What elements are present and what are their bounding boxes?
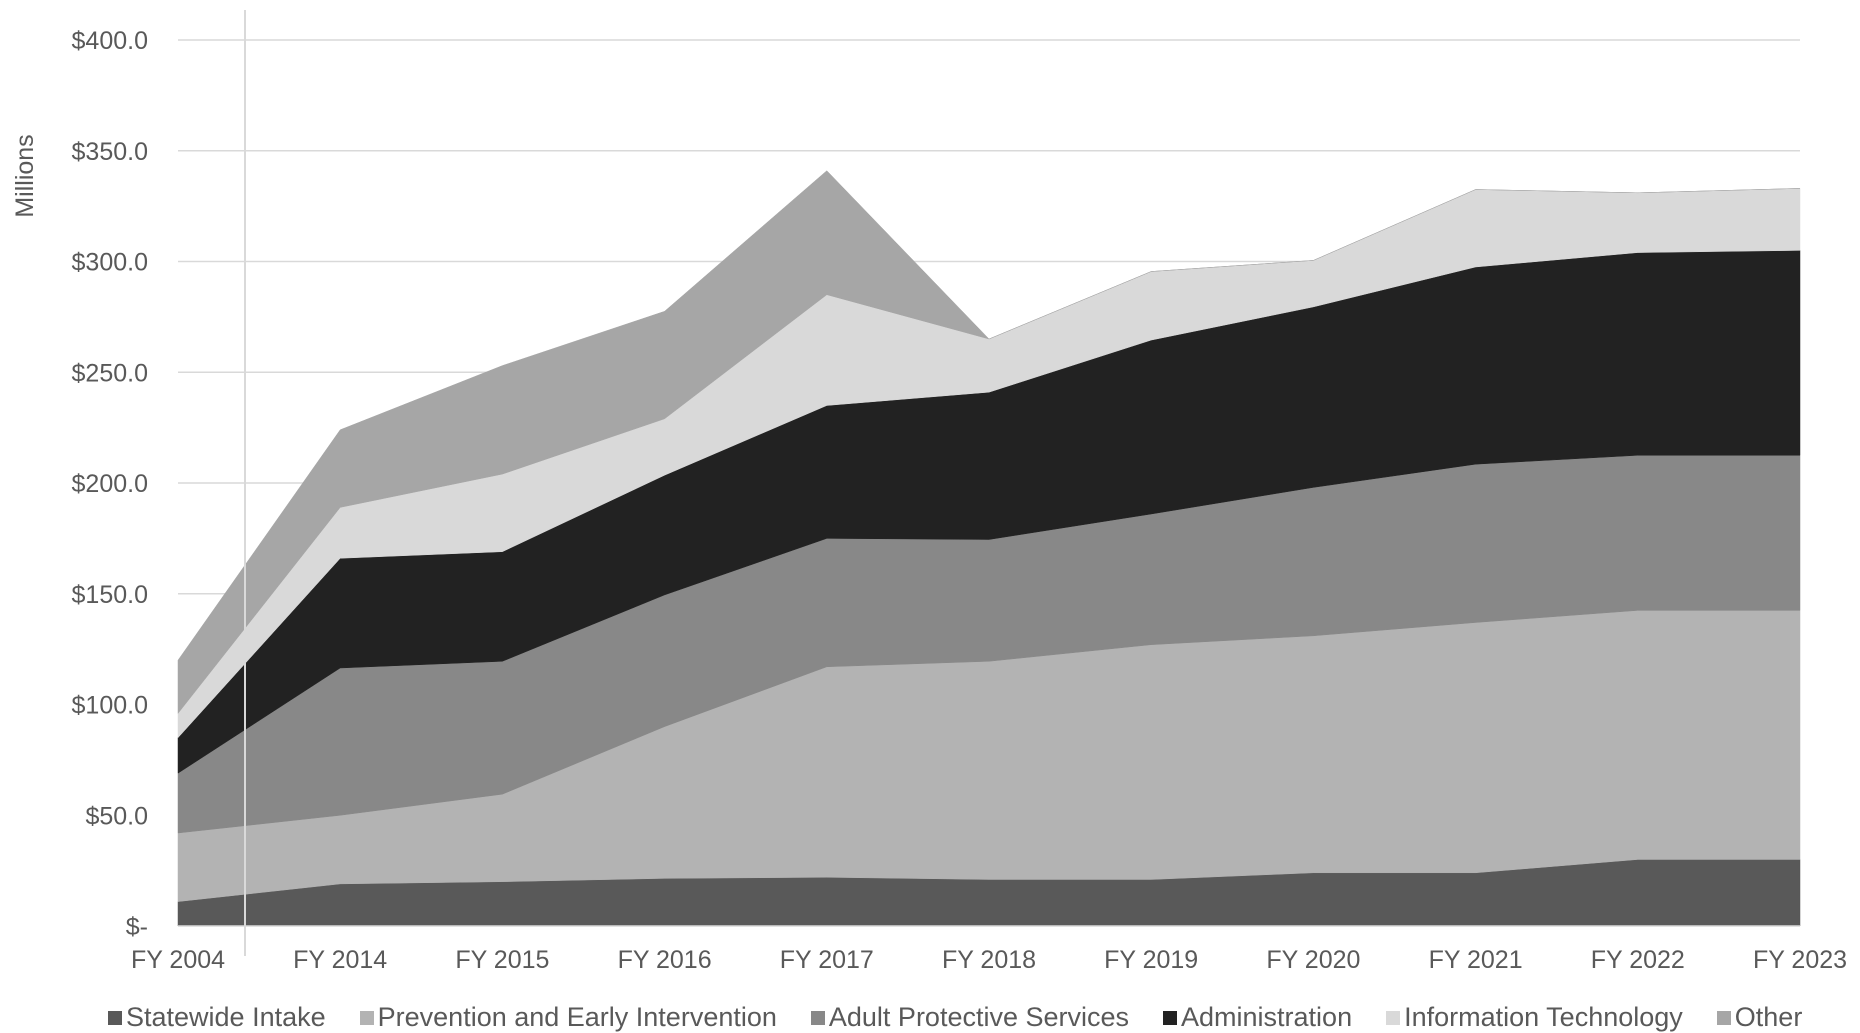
y-tick-label: $-	[126, 913, 148, 941]
area-other	[177, 170, 1801, 715]
x-tick-label: FY 2015	[455, 946, 549, 974]
legend-swatch	[108, 1010, 122, 1025]
area-series	[177, 170, 1801, 927]
x-tick-label: FY 2018	[942, 946, 1036, 974]
legend-item: Other	[1716, 1002, 1803, 1033]
y-tick-label: $150.0	[72, 581, 148, 609]
x-tick-label: FY 2023	[1753, 946, 1847, 974]
x-tick-label: FY 2004	[131, 946, 225, 974]
x-tick-label: FY 2022	[1591, 946, 1685, 974]
legend-swatch	[1386, 1010, 1401, 1025]
legend-item: Administration	[1163, 1002, 1352, 1033]
legend-label: Statewide Intake	[126, 1002, 326, 1032]
x-tick-label: FY 2021	[1429, 946, 1523, 974]
legend-label: Prevention and Early Intervention	[377, 1002, 777, 1032]
x-tick-label: FY 2014	[293, 946, 387, 974]
x-tick-label: FY 2016	[618, 946, 712, 974]
y-tick-label: $300.0	[72, 249, 148, 277]
x-axis-ticks: FY 2004 FY 2014 FY 2015 FY 2016 FY 2017 FY 20…	[131, 946, 1847, 974]
y-tick-label: $200.0	[72, 470, 148, 498]
legend-label: Adult Protective Services	[828, 1002, 1130, 1032]
x-tick-label: FY 2019	[1104, 946, 1198, 974]
legend-label: Administration	[1181, 1002, 1353, 1032]
legend-item: Statewide Intake	[108, 1002, 326, 1033]
legend-label: Information Technology	[1404, 1002, 1683, 1032]
legend-swatch	[1163, 1010, 1178, 1025]
chart-legend: Statewide Intake Prevention and Early Int…	[108, 1002, 1836, 1033]
y-axis-ticks: $- $50.0 $100.0 $150.0 $200.0 $250.0 $300.0 $35…	[72, 27, 148, 941]
legend-item: Prevention and Early Intervention	[359, 1002, 777, 1033]
y-tick-label: $50.0	[85, 802, 148, 830]
y-axis-label: Millions	[11, 134, 39, 217]
stacked-area-chart: $- $50.0 $100.0 $150.0 $200.0 $250.0 $300.0 $35…	[11, 10, 1847, 974]
y-tick-label: $250.0	[72, 359, 148, 387]
y-tick-label: $100.0	[72, 692, 148, 720]
legend-item: Adult Protective Services	[810, 1002, 1130, 1033]
legend-item: Information Technology	[1386, 1002, 1683, 1033]
y-tick-label: $400.0	[72, 27, 148, 55]
legend-swatch	[359, 1010, 374, 1025]
x-tick-label: FY 2017	[780, 946, 874, 974]
legend-label: Other	[1734, 1002, 1803, 1032]
legend-swatch	[1716, 1010, 1731, 1025]
y-tick-label: $350.0	[72, 138, 148, 166]
legend-swatch	[810, 1010, 825, 1025]
x-tick-label: FY 2020	[1266, 946, 1360, 974]
